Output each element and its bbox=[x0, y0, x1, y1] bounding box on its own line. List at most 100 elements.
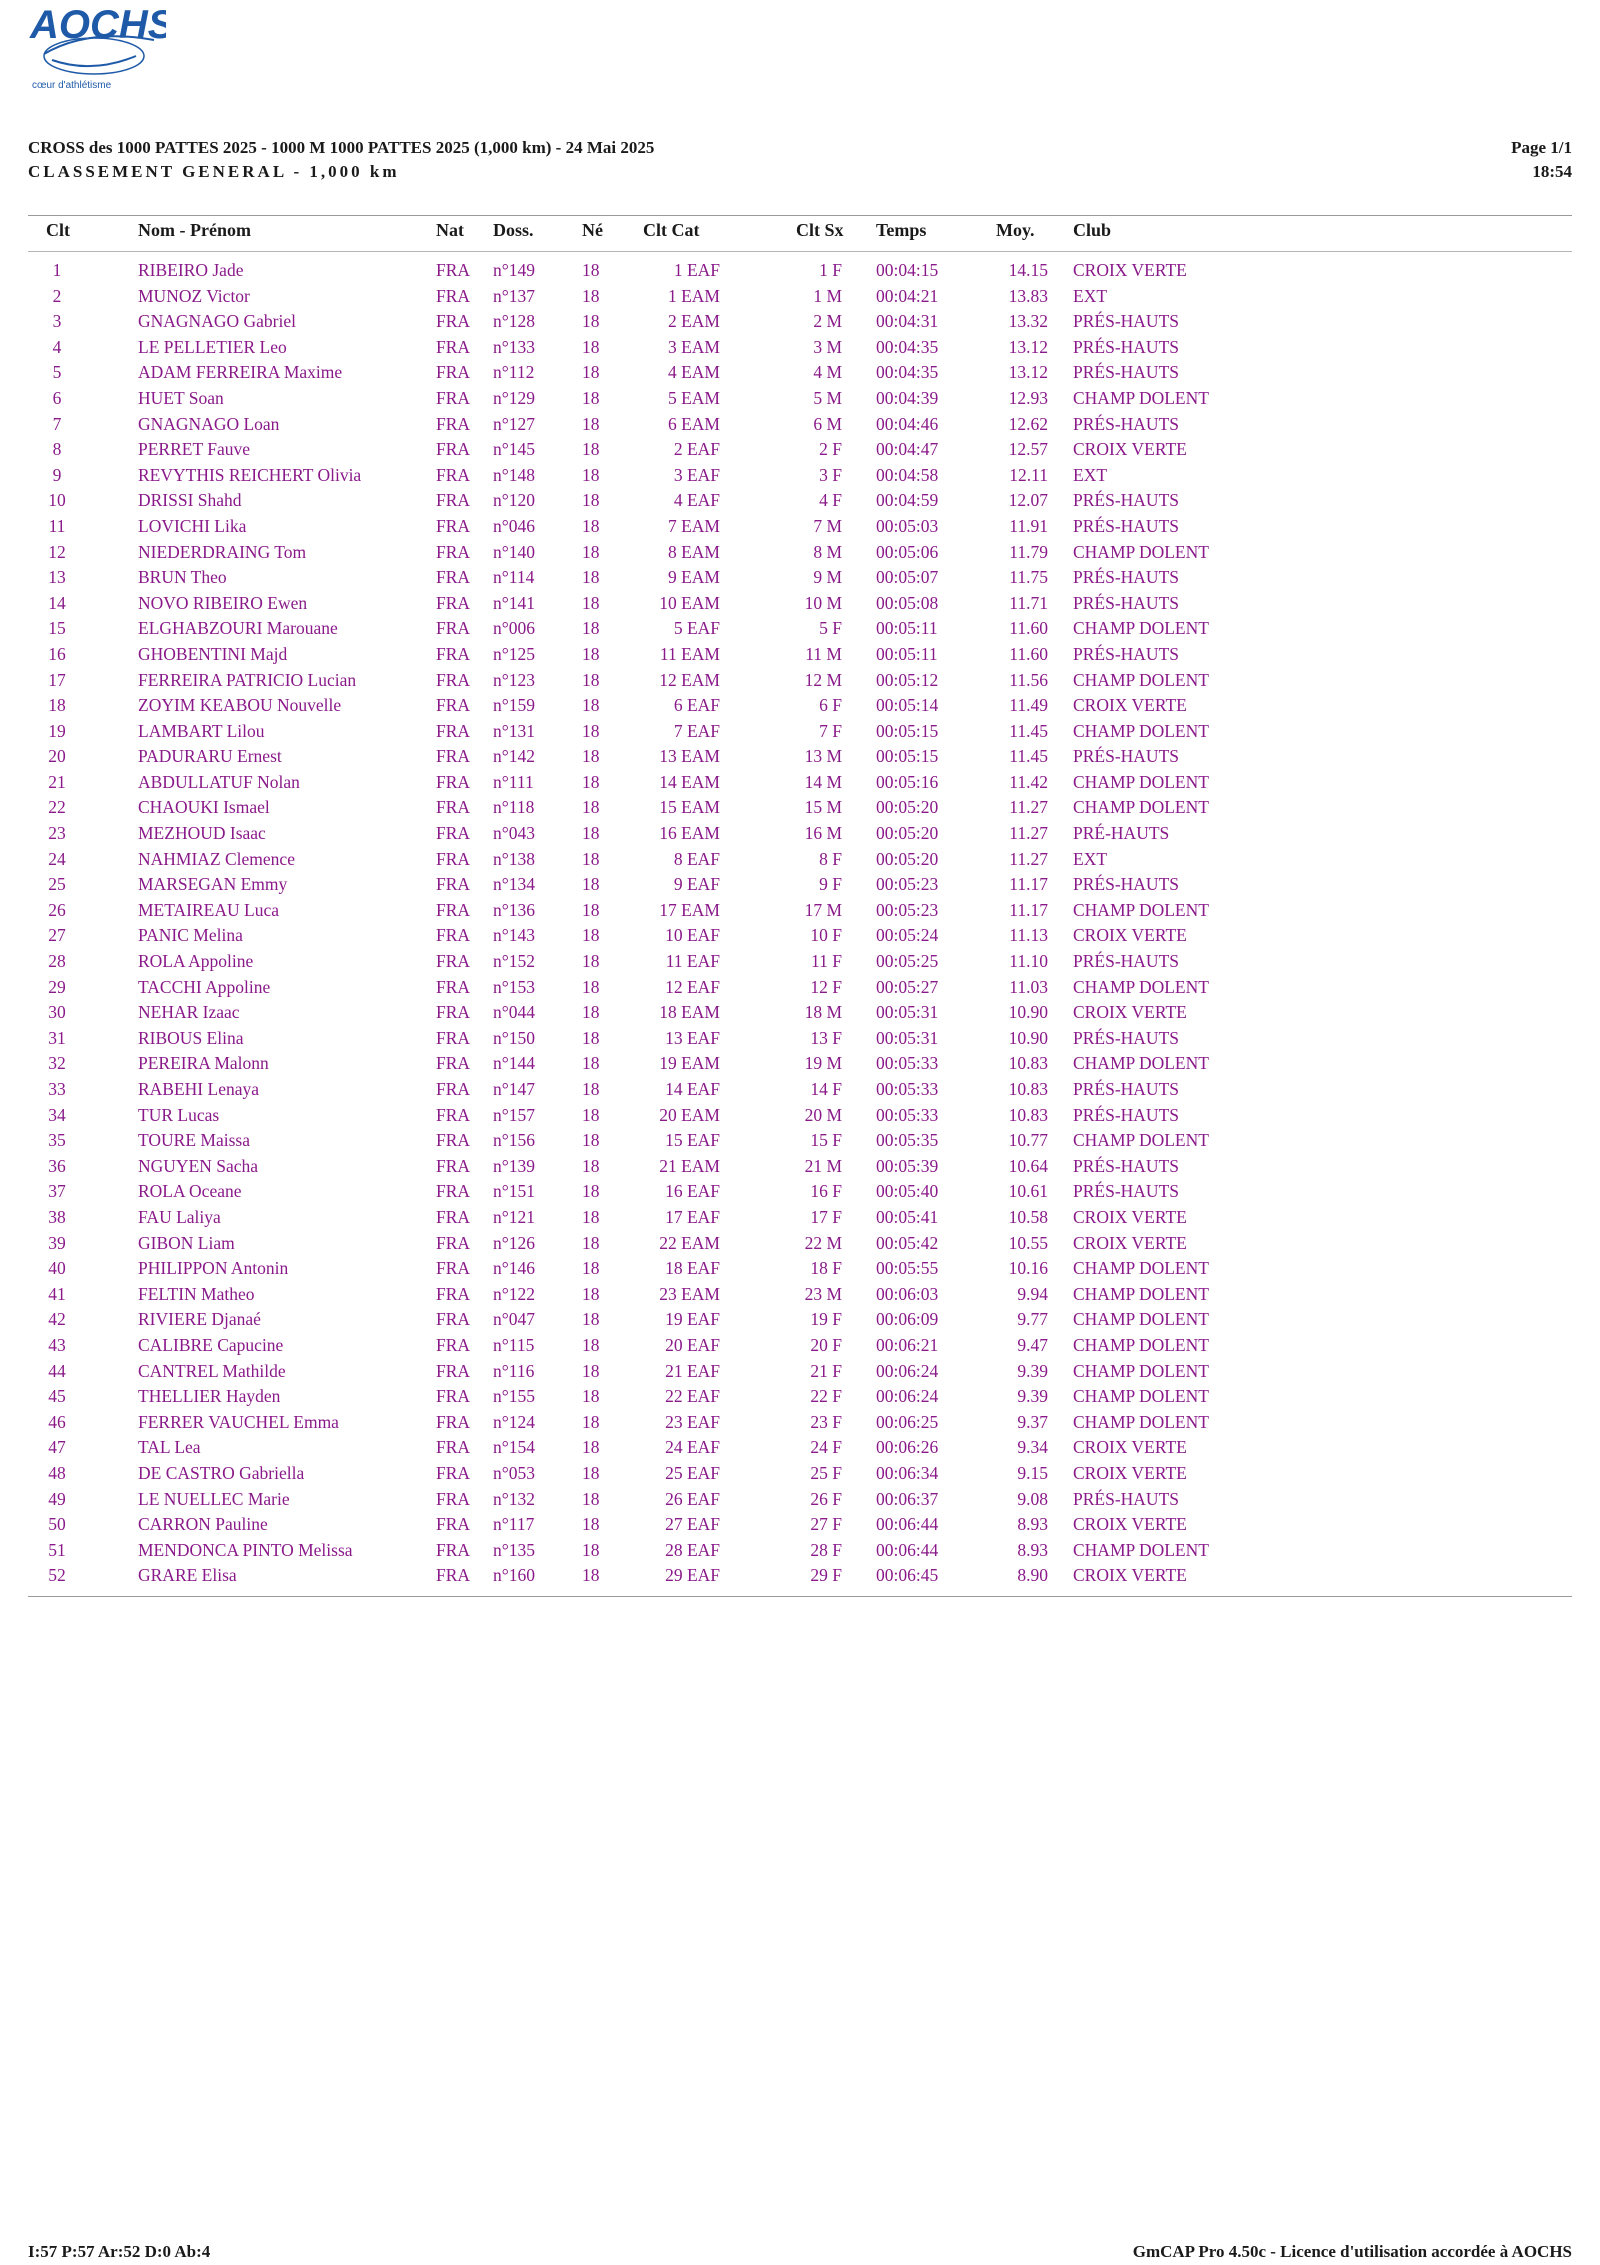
cell-rank: 44 bbox=[48, 1360, 66, 1381]
cell-rank: 23 bbox=[48, 823, 66, 844]
table-row: 25 MARSEGAN Emmy FRA n°134 18 9 EAF 9 F 00:05:2… bbox=[0, 872, 1600, 898]
cell-clt-sx: 11 F bbox=[811, 951, 842, 972]
cell-speed: 11.17 bbox=[1009, 874, 1048, 895]
cell-club: PRÉS-HAUTS bbox=[1073, 1027, 1179, 1048]
cell-clt-sx: 17 F bbox=[810, 1206, 842, 1227]
cell-time: 00:05:20 bbox=[876, 823, 939, 844]
cell-name: CARRON Pauline bbox=[138, 1514, 268, 1535]
cell-time: 00:04:59 bbox=[876, 490, 939, 511]
cell-nat: FRA bbox=[436, 797, 471, 818]
cell-clt-sx: 5 M bbox=[813, 387, 842, 408]
cell-speed: 11.27 bbox=[1009, 797, 1048, 818]
cell-time: 00:06:03 bbox=[876, 1283, 939, 1304]
header-rule bbox=[28, 251, 1572, 252]
cell-club: PRÉS-HAUTS bbox=[1073, 1488, 1179, 1509]
cell-name: TACCHI Appoline bbox=[138, 976, 271, 997]
cell-club: PRÉS-HAUTS bbox=[1073, 1181, 1179, 1202]
cell-nat: FRA bbox=[436, 567, 471, 588]
cell-birth: 18 bbox=[582, 925, 600, 946]
table-row: 33 RABEHI Lenaya FRA n°147 18 14 EAF 14 F 00:05… bbox=[0, 1077, 1600, 1103]
cell-nat: FRA bbox=[436, 643, 471, 664]
cell-club: CROIX VERTE bbox=[1073, 1232, 1187, 1253]
cell-birth: 18 bbox=[582, 260, 600, 280]
cell-clt-sx: 21 F bbox=[810, 1360, 842, 1381]
table-row: 13 BRUN Theo FRA n°114 18 9 EAM 9 M 00:05:07 11.… bbox=[0, 565, 1600, 591]
cell-club: PRÉS-HAUTS bbox=[1073, 1155, 1179, 1176]
cell-birth: 18 bbox=[582, 311, 600, 332]
cell-clt-sx: 21 M bbox=[804, 1155, 842, 1176]
table-row: 19 LAMBART Lilou FRA n°131 18 7 EAF 7 F 00:05:1… bbox=[0, 719, 1600, 745]
cell-time: 00:05:31 bbox=[876, 1002, 939, 1023]
cell-birth: 18 bbox=[582, 1027, 600, 1048]
cell-club: CROIX VERTE bbox=[1073, 925, 1187, 946]
cell-time: 00:05:41 bbox=[876, 1206, 939, 1227]
cell-clt-cat: 17 EAM bbox=[659, 899, 720, 920]
cell-clt-cat: 2 EAM bbox=[667, 311, 720, 332]
cell-nat: FRA bbox=[436, 515, 471, 536]
cell-time: 00:05:15 bbox=[876, 746, 939, 767]
cell-time: 00:06:44 bbox=[876, 1514, 939, 1535]
cell-time: 00:05:39 bbox=[876, 1155, 939, 1176]
cell-clt-cat: 18 EAF bbox=[665, 1258, 720, 1279]
cell-clt-cat: 15 EAF bbox=[665, 1130, 720, 1151]
cell-birth: 18 bbox=[582, 1386, 600, 1407]
table-row: 12 NIEDERDRAING Tom FRA n°140 18 8 EAM 8 M 00:0… bbox=[0, 540, 1600, 566]
cell-nat: FRA bbox=[436, 874, 471, 895]
cell-nat: FRA bbox=[436, 1462, 471, 1483]
cell-rank: 29 bbox=[48, 976, 66, 997]
cell-nat: FRA bbox=[436, 311, 471, 332]
cell-birth: 18 bbox=[582, 797, 600, 818]
cell-club: CHAMP DOLENT bbox=[1073, 1258, 1209, 1279]
cell-club: CROIX VERTE bbox=[1073, 1002, 1187, 1023]
cell-clt-cat: 24 EAF bbox=[665, 1437, 720, 1458]
cell-nat: FRA bbox=[436, 592, 471, 613]
cell-dossard: n°134 bbox=[493, 874, 535, 895]
cell-nat: FRA bbox=[436, 976, 471, 997]
cell-club: PRÉS-HAUTS bbox=[1073, 413, 1179, 434]
cell-speed: 10.58 bbox=[1008, 1206, 1048, 1227]
table-row: 39 GIBON Liam FRA n°126 18 22 EAM 22 M 00:05:42… bbox=[0, 1231, 1600, 1257]
cell-clt-sx: 20 M bbox=[804, 1104, 842, 1125]
cell-dossard: n°139 bbox=[493, 1155, 535, 1176]
page-number: Page 1/1 bbox=[1511, 138, 1572, 157]
cell-dossard: n°157 bbox=[493, 1104, 535, 1125]
cell-name: NGUYEN Sacha bbox=[138, 1155, 259, 1176]
cell-name: HUET Soan bbox=[138, 387, 224, 408]
cell-birth: 18 bbox=[582, 285, 600, 306]
table-row: 31 RIBOUS Elina FRA n°150 18 13 EAF 13 F 00:05:… bbox=[0, 1026, 1600, 1052]
cell-club: CROIX VERTE bbox=[1073, 1514, 1187, 1535]
cell-club: CROIX VERTE bbox=[1073, 260, 1187, 280]
table-row: 21 ABDULLATUF Nolan FRA n°111 18 14 EAM 14 M 00… bbox=[0, 770, 1600, 796]
cell-birth: 18 bbox=[582, 490, 600, 511]
cell-rank: 34 bbox=[48, 1104, 66, 1125]
cell-club: PRÉS-HAUTS bbox=[1073, 515, 1179, 536]
cell-nat: FRA bbox=[436, 1130, 471, 1151]
cell-clt-cat: 3 EAF bbox=[673, 464, 720, 485]
cell-time: 00:05:12 bbox=[876, 669, 939, 690]
cell-rank: 4 bbox=[52, 336, 62, 357]
cell-clt-sx: 9 F bbox=[819, 874, 842, 895]
cell-dossard: n°116 bbox=[493, 1360, 535, 1381]
table-row: 43 CALIBRE Capucine FRA n°115 18 20 EAF 20 F 00… bbox=[0, 1333, 1600, 1359]
table-row: 28 ROLA Appoline FRA n°152 18 11 EAF 11 F 00:05… bbox=[0, 949, 1600, 975]
cell-birth: 18 bbox=[582, 1181, 600, 1202]
cell-time: 00:05:25 bbox=[876, 951, 939, 972]
cell-club: CHAMP DOLENT bbox=[1073, 1539, 1209, 1560]
cell-clt-sx: 17 M bbox=[804, 899, 842, 920]
table-row: 34 TUR Lucas FRA n°157 18 20 EAM 20 M 00:05:33 1… bbox=[0, 1103, 1600, 1129]
cell-rank: 42 bbox=[48, 1309, 66, 1330]
cell-dossard: n°142 bbox=[493, 746, 535, 767]
cell-name: PADURARU Ernest bbox=[138, 746, 282, 767]
cell-time: 00:05:35 bbox=[876, 1130, 939, 1151]
cell-club: CROIX VERTE bbox=[1073, 1462, 1187, 1483]
cell-speed: 10.55 bbox=[1008, 1232, 1048, 1253]
cell-speed: 10.90 bbox=[1008, 1002, 1048, 1023]
cell-name: RIVIERE Djanaé bbox=[138, 1309, 261, 1330]
cell-nat: FRA bbox=[436, 1539, 471, 1560]
cell-rank: 49 bbox=[48, 1488, 66, 1509]
cell-rank: 26 bbox=[48, 899, 66, 920]
cell-clt-sx: 22 M bbox=[804, 1232, 842, 1253]
cell-clt-cat: 9 EAM bbox=[667, 567, 720, 588]
cell-time: 00:04:39 bbox=[876, 387, 939, 408]
cell-dossard: n°140 bbox=[493, 541, 535, 562]
